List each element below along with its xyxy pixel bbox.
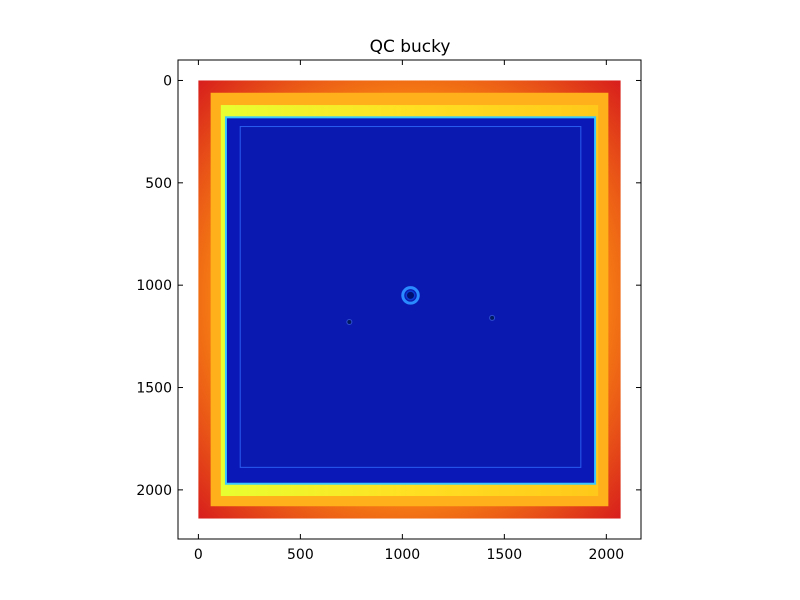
x-tick-label: 0 xyxy=(194,547,203,563)
y-axis: 0 500 1000 1500 2000 xyxy=(136,73,641,499)
y-tick-label: 2000 xyxy=(136,483,172,499)
y-tick-label: 500 xyxy=(145,176,172,192)
y-tick-label: 1500 xyxy=(136,381,172,397)
chart-title: QC bucky xyxy=(370,37,451,57)
plot-frame xyxy=(177,59,642,540)
y-tick-label: 0 xyxy=(163,73,172,89)
heatmap-image xyxy=(198,80,621,519)
feature-center-ring-core xyxy=(405,290,416,301)
x-tick-label: 500 xyxy=(287,547,314,563)
feature-small-dot-left xyxy=(346,319,353,326)
x-axis: 0 500 1000 1500 2000 xyxy=(194,60,624,563)
x-tick-label: 1000 xyxy=(385,547,421,563)
x-tick-label: 1500 xyxy=(487,547,523,563)
x-tick-label: 2000 xyxy=(589,547,625,563)
feature-small-dot-right xyxy=(489,314,496,321)
y-tick-label: 1000 xyxy=(136,278,172,294)
feature-center-ring xyxy=(401,286,420,305)
